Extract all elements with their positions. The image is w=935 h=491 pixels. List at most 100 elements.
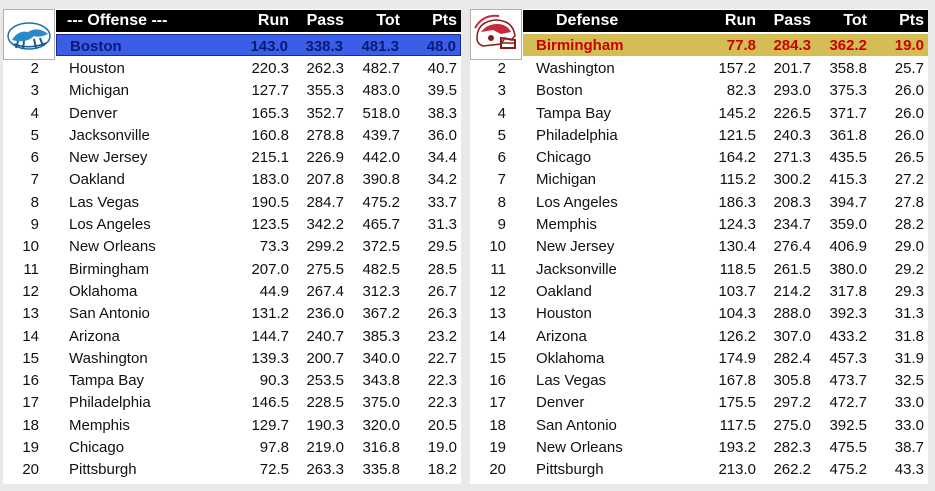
pass-cell: 276.4 bbox=[773, 238, 811, 256]
table-row[interactable]: 9 Memphis 124.3 234.7 359.0 28.2 bbox=[470, 213, 928, 235]
offense-title: --- Offense --- bbox=[67, 12, 168, 29]
team-name-cell: Las Vegas bbox=[536, 372, 607, 390]
table-row[interactable]: 2 Washington 157.2 201.7 358.8 25.7 bbox=[470, 57, 928, 79]
team-name-cell: Los Angeles bbox=[69, 216, 151, 234]
run-cell: 164.2 bbox=[718, 149, 756, 167]
pts-cell: 22.7 bbox=[427, 349, 457, 367]
team-name-cell: San Antonio bbox=[69, 305, 150, 323]
table-row[interactable]: 4 Denver 165.3 352.7 518.0 38.3 bbox=[3, 102, 461, 124]
run-cell: 215.1 bbox=[251, 149, 289, 167]
table-row[interactable]: 19 Chicago 97.8 219.0 316.8 19.0 bbox=[3, 436, 461, 458]
table-row[interactable]: 17 Philadelphia 146.5 228.5 375.0 22.3 bbox=[3, 391, 461, 413]
offense-leader-row[interactable]: Boston 143.0 338.3 481.3 48.0 bbox=[56, 34, 461, 56]
team-name-cell: Washington bbox=[69, 349, 148, 367]
table-row[interactable]: 17 Denver 175.5 297.2 472.7 33.0 bbox=[470, 391, 928, 413]
tot-cell: 372.5 bbox=[362, 238, 400, 256]
table-row[interactable]: 3 Michigan 127.7 355.3 483.0 39.5 bbox=[3, 79, 461, 101]
column-header-run[interactable]: Run bbox=[724, 12, 756, 29]
table-row[interactable]: 20 Pittsburgh 72.5 263.3 335.8 18.2 bbox=[3, 458, 461, 480]
team-name-cell: San Antonio bbox=[536, 416, 617, 434]
table-row[interactable]: 16 Las Vegas 167.8 305.8 473.7 32.5 bbox=[470, 369, 928, 391]
rank-cell: 7 bbox=[497, 171, 506, 189]
table-row[interactable]: 2 Houston 220.3 262.3 482.7 40.7 bbox=[3, 57, 461, 79]
table-row[interactable]: 18 Memphis 129.7 190.3 320.0 20.5 bbox=[3, 414, 461, 436]
pass-cell: 261.5 bbox=[773, 260, 811, 278]
table-row[interactable]: 20 Pittsburgh 213.0 262.2 475.2 43.3 bbox=[470, 458, 928, 480]
run-cell: 131.2 bbox=[251, 305, 289, 323]
defense-panel: Defense Run Pass Tot Pts Birmingham 77.8… bbox=[470, 9, 928, 484]
run-cell: 118.5 bbox=[719, 260, 756, 278]
run-cell: 44.9 bbox=[259, 282, 289, 300]
table-row[interactable]: 16 Tampa Bay 90.3 253.5 343.8 22.3 bbox=[3, 369, 461, 391]
column-header-pts[interactable]: Pts bbox=[899, 12, 924, 29]
table-row[interactable]: 15 Oklahoma 174.9 282.4 457.3 31.9 bbox=[470, 347, 928, 369]
rank-cell: 18 bbox=[489, 416, 506, 434]
run-cell: 117.5 bbox=[719, 416, 756, 434]
table-row[interactable]: 11 Jacksonville 118.5 261.5 380.0 29.2 bbox=[470, 258, 928, 280]
table-row[interactable]: 12 Oakland 103.7 214.2 317.8 29.3 bbox=[470, 280, 928, 302]
table-row[interactable]: 14 Arizona 144.7 240.7 385.3 23.2 bbox=[3, 325, 461, 347]
run-cell: 104.3 bbox=[718, 305, 756, 323]
tot-cell: 390.8 bbox=[362, 171, 400, 189]
team-name-cell: Birmingham bbox=[69, 260, 150, 278]
rank-cell: 16 bbox=[22, 372, 39, 390]
offense-panel: --- Offense --- Run Pass Tot Pts Boston … bbox=[3, 9, 461, 484]
rank-cell: 14 bbox=[489, 327, 506, 345]
table-row[interactable]: 11 Birmingham 207.0 275.5 482.5 28.5 bbox=[3, 258, 461, 280]
table-row[interactable]: 14 Arizona 126.2 307.0 433.2 31.8 bbox=[470, 325, 928, 347]
table-row[interactable]: 8 Los Angeles 186.3 208.3 394.7 27.8 bbox=[470, 191, 928, 213]
table-row[interactable]: 6 Chicago 164.2 271.3 435.5 26.5 bbox=[470, 146, 928, 168]
team-name-cell: Jacksonville bbox=[536, 260, 617, 278]
tot-cell: 473.7 bbox=[829, 372, 867, 390]
column-header-tot[interactable]: Tot bbox=[376, 12, 400, 29]
table-row[interactable]: 10 New Jersey 130.4 276.4 406.9 29.0 bbox=[470, 235, 928, 257]
rank-cell: 5 bbox=[30, 126, 39, 144]
table-row[interactable]: 7 Michigan 115.2 300.2 415.3 27.2 bbox=[470, 168, 928, 190]
table-row[interactable]: 8 Las Vegas 190.5 284.7 475.2 33.7 bbox=[3, 191, 461, 213]
pts-cell: 19.0 bbox=[427, 439, 457, 457]
pts-cell: 25.7 bbox=[894, 60, 924, 77]
column-header-run[interactable]: Run bbox=[257, 12, 289, 29]
rank-cell: 10 bbox=[22, 238, 39, 256]
leader-pts: 19.0 bbox=[894, 37, 924, 54]
team-name-cell: Denver bbox=[69, 104, 118, 122]
table-row[interactable]: 19 New Orleans 193.2 282.3 475.5 38.7 bbox=[470, 436, 928, 458]
table-row[interactable]: 3 Boston 82.3 293.0 375.3 26.0 bbox=[470, 79, 928, 101]
column-header-pass[interactable]: Pass bbox=[306, 12, 344, 29]
pts-cell: 22.3 bbox=[427, 394, 457, 412]
pass-cell: 226.5 bbox=[773, 104, 811, 122]
run-cell: 157.2 bbox=[718, 60, 756, 77]
team-name-cell: Pittsburgh bbox=[69, 461, 137, 479]
table-row[interactable]: 5 Philadelphia 121.5 240.3 361.8 26.0 bbox=[470, 124, 928, 146]
tot-cell: 392.5 bbox=[829, 416, 867, 434]
pts-cell: 38.3 bbox=[427, 104, 457, 122]
pass-cell: 236.0 bbox=[306, 305, 344, 323]
run-cell: 144.7 bbox=[251, 327, 289, 345]
defense-leader-row[interactable]: Birmingham 77.8 284.3 362.2 19.0 bbox=[523, 34, 928, 56]
table-row[interactable]: 4 Tampa Bay 145.2 226.5 371.7 26.0 bbox=[470, 102, 928, 124]
table-row[interactable]: 13 San Antonio 131.2 236.0 367.2 26.3 bbox=[3, 302, 461, 324]
run-cell: 129.7 bbox=[251, 416, 289, 434]
table-row[interactable]: 6 New Jersey 215.1 226.9 442.0 34.4 bbox=[3, 146, 461, 168]
table-row[interactable]: 15 Washington 139.3 200.7 340.0 22.7 bbox=[3, 347, 461, 369]
team-name-cell: New Jersey bbox=[69, 149, 148, 167]
tot-cell: 433.2 bbox=[829, 327, 867, 345]
table-row[interactable]: 9 Los Angeles 123.5 342.2 465.7 31.3 bbox=[3, 213, 461, 235]
column-header-tot[interactable]: Tot bbox=[843, 12, 867, 29]
table-row[interactable]: 18 San Antonio 117.5 275.0 392.5 33.0 bbox=[470, 414, 928, 436]
table-row[interactable]: 10 New Orleans 73.3 299.2 372.5 29.5 bbox=[3, 235, 461, 257]
table-row[interactable]: 5 Jacksonville 160.8 278.8 439.7 36.0 bbox=[3, 124, 461, 146]
column-header-pts[interactable]: Pts bbox=[432, 12, 457, 29]
pass-cell: 275.5 bbox=[306, 260, 344, 278]
pass-cell: 271.3 bbox=[773, 149, 811, 167]
rank-cell: 9 bbox=[497, 216, 506, 234]
table-row[interactable]: 13 Houston 104.3 288.0 392.3 31.3 bbox=[470, 302, 928, 324]
table-row[interactable]: 7 Oakland 183.0 207.8 390.8 34.2 bbox=[3, 168, 461, 190]
table-row[interactable]: 12 Oklahoma 44.9 267.4 312.3 26.7 bbox=[3, 280, 461, 302]
pass-cell: 240.3 bbox=[773, 126, 811, 144]
pts-cell: 31.3 bbox=[894, 305, 924, 323]
run-cell: 186.3 bbox=[718, 193, 756, 211]
tot-cell: 457.3 bbox=[829, 349, 867, 367]
defense-table-body: 2 Washington 157.2 201.7 358.8 25.7 3 Boston 82.… bbox=[470, 57, 928, 481]
column-header-pass[interactable]: Pass bbox=[773, 12, 811, 29]
